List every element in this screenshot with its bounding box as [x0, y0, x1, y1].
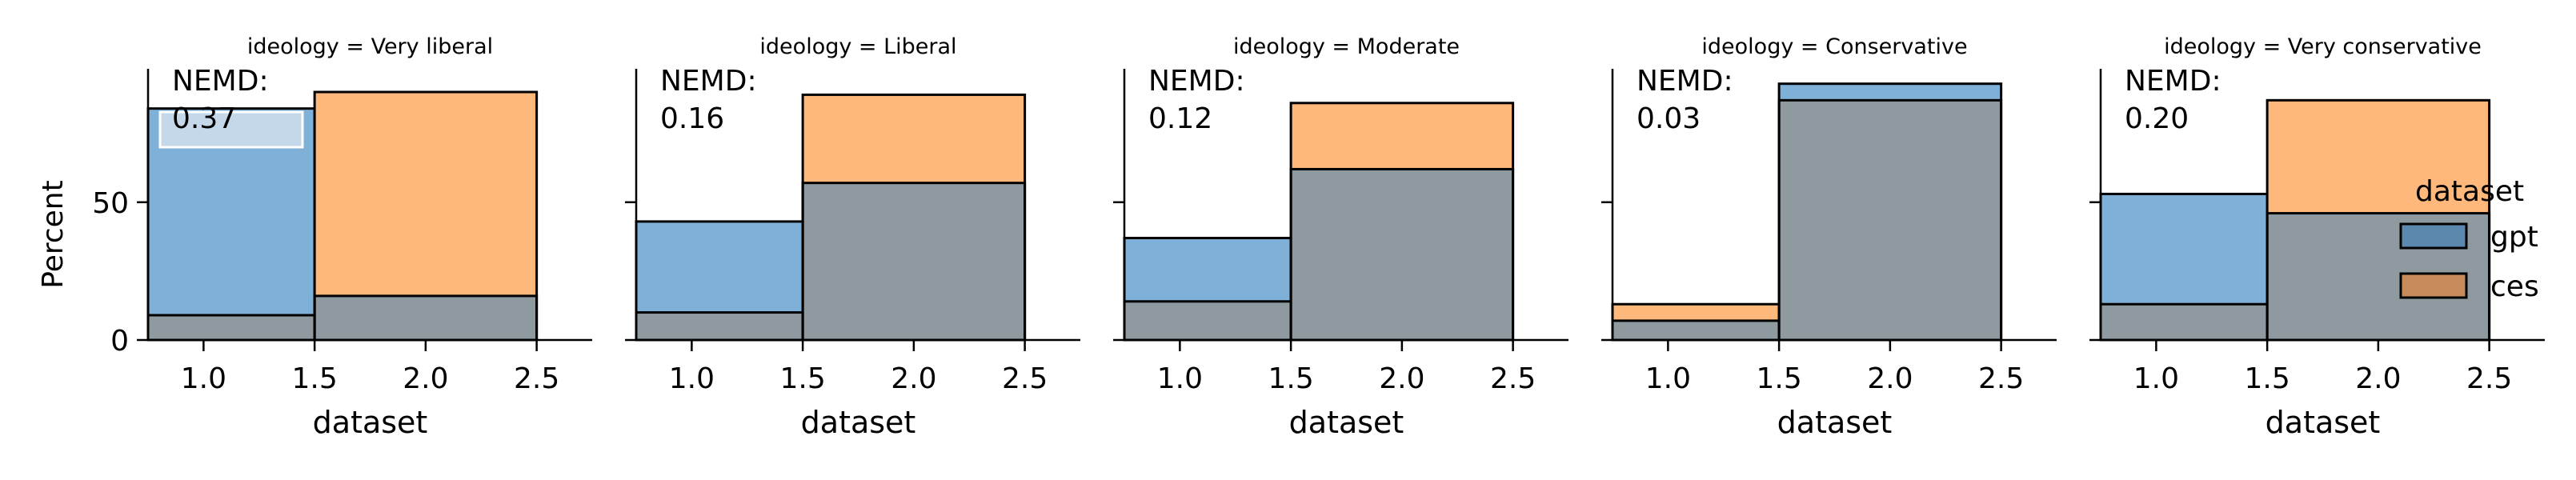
x-tick-label: 1.0	[1645, 362, 1691, 395]
y-axis-label: Percent	[37, 180, 70, 288]
x-tick-label: 1.5	[2244, 362, 2290, 395]
facet-panel-4: ideology = Conservative NEMD: 0.03 1.0 1.5 2.…	[1601, 34, 2057, 440]
x-tick-label: 1.0	[669, 362, 715, 395]
legend-swatch-gpt	[2399, 222, 2468, 250]
x-tick-label: 2.0	[891, 362, 936, 395]
x-tick-label: 1.5	[291, 362, 337, 395]
overlap-bar	[1124, 301, 1292, 340]
overlap-bar	[148, 315, 315, 340]
x-tick-label: 1.0	[1157, 362, 1203, 395]
overlap-bar	[803, 182, 1025, 340]
panel-title: ideology = Moderate	[1233, 34, 1460, 59]
nemd-label: NEMD:	[660, 65, 757, 98]
facet-panels: ideology = Very liberal NEMD: 0.37 0 50 1.0 1.…	[92, 34, 2545, 440]
x-tick-label: 2.0	[403, 362, 448, 395]
x-axis-label: dataset	[1289, 405, 1404, 440]
y-tick-label: 50	[92, 187, 129, 220]
legend-swatch-ces	[2399, 272, 2468, 299]
x-tick-label: 2.5	[2466, 362, 2512, 395]
annotation-box	[158, 110, 304, 149]
panel-title: ideology = Very liberal	[247, 34, 493, 59]
nemd-value: 0.03	[1637, 102, 1701, 135]
nemd-label: NEMD:	[172, 65, 269, 98]
nemd-value: 0.20	[2125, 102, 2189, 135]
legend-label-ces: ces	[2490, 270, 2539, 303]
x-axis-label: dataset	[801, 405, 916, 440]
overlap-bar	[314, 295, 537, 340]
facet-panel-3: ideology = Moderate NEMD: 0.12 1.0 1.5 2.0 2.5…	[1113, 34, 1568, 440]
x-axis-label: dataset	[2266, 405, 2381, 440]
y-tick-label: 0	[110, 325, 129, 358]
nemd-value: 0.12	[1148, 102, 1212, 135]
overlap-bar	[636, 312, 803, 340]
x-tick-label: 1.5	[1268, 362, 1313, 395]
x-tick-label: 1.5	[779, 362, 825, 395]
panel-title: ideology = Liberal	[759, 34, 956, 59]
panel-title: ideology = Very conservative	[2164, 34, 2482, 59]
nemd-label: NEMD:	[1148, 65, 1245, 98]
nemd-label: NEMD:	[2125, 65, 2221, 98]
nemd-value: 0.16	[660, 102, 724, 135]
overlap-bar	[1613, 320, 1780, 340]
x-tick-label: 1.5	[1756, 362, 1801, 395]
x-tick-label: 2.0	[1379, 362, 1424, 395]
legend: dataset gpt ces	[2399, 175, 2539, 303]
overlap-bar	[1779, 100, 2001, 340]
overlap-bar	[2101, 304, 2268, 340]
legend-title: dataset	[2415, 175, 2524, 208]
x-tick-label: 2.5	[514, 362, 559, 395]
nemd-label: NEMD:	[1637, 65, 1733, 98]
facet-panel-1: ideology = Very liberal NEMD: 0.37 0 50 1.0 1.…	[92, 34, 592, 440]
panel-title: ideology = Conservative	[1701, 34, 1967, 59]
x-tick-label: 2.5	[1978, 362, 2024, 395]
x-tick-label: 2.5	[1490, 362, 1536, 395]
overlap-bar	[1291, 169, 1513, 340]
x-tick-label: 2.0	[2355, 362, 2401, 395]
x-tick-label: 2.5	[1002, 362, 1048, 395]
x-axis-label: dataset	[1777, 405, 1893, 440]
x-tick-label: 1.0	[2133, 362, 2179, 395]
legend-label-gpt: gpt	[2490, 221, 2538, 254]
x-tick-label: 1.0	[181, 362, 226, 395]
nemd-value: 0.37	[172, 102, 236, 135]
x-tick-label: 2.0	[1867, 362, 1913, 395]
x-axis-label: dataset	[313, 405, 428, 440]
